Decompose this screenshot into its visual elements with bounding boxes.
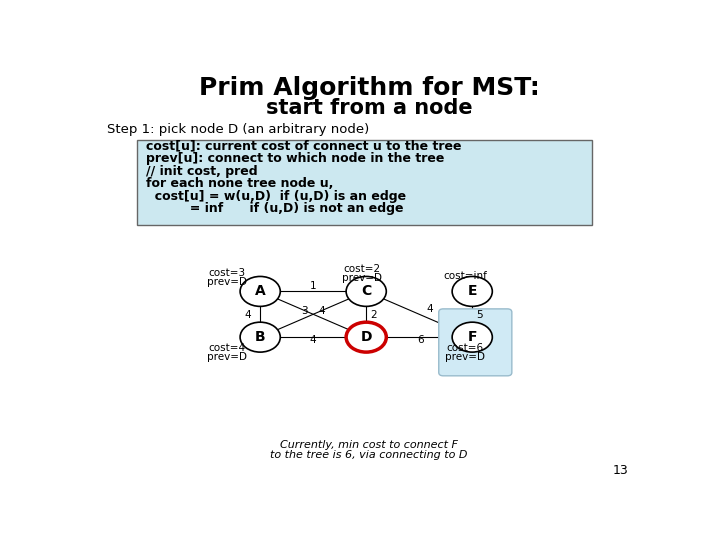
Text: 4: 4	[318, 306, 325, 316]
Text: = inf      if (u,D) is not an edge: = inf if (u,D) is not an edge	[145, 202, 403, 215]
Text: cost=6: cost=6	[446, 343, 484, 353]
Text: start from a node: start from a node	[266, 98, 472, 118]
Ellipse shape	[240, 276, 280, 306]
Text: cost=3: cost=3	[208, 268, 246, 278]
Text: cost=inf: cost=inf	[443, 271, 487, 281]
Text: 4: 4	[244, 310, 251, 320]
Text: 4: 4	[426, 305, 433, 314]
Text: for each none tree node u,: for each none tree node u,	[145, 177, 333, 190]
Text: 1: 1	[310, 281, 317, 291]
Text: E: E	[467, 285, 477, 299]
Text: prev=D: prev=D	[445, 352, 485, 362]
Text: 6: 6	[418, 335, 424, 346]
Text: cost[u]: current cost of connect u to the tree: cost[u]: current cost of connect u to th…	[145, 140, 462, 153]
Text: F: F	[467, 330, 477, 344]
Text: cost[u] = w(u,D)  if (u,D) is an edge: cost[u] = w(u,D) if (u,D) is an edge	[145, 190, 406, 202]
Text: prev=D: prev=D	[207, 352, 247, 362]
Ellipse shape	[452, 322, 492, 352]
Text: Step 1: pick node D (an arbitrary node): Step 1: pick node D (an arbitrary node)	[107, 123, 369, 136]
Text: prev=D: prev=D	[342, 273, 382, 283]
Text: cost=2: cost=2	[343, 264, 381, 274]
Text: to the tree is 6, via connecting to D: to the tree is 6, via connecting to D	[270, 450, 468, 460]
Ellipse shape	[240, 322, 280, 352]
Text: cost=4: cost=4	[208, 343, 246, 353]
Text: // init cost, pred: // init cost, pred	[145, 165, 258, 178]
FancyBboxPatch shape	[438, 309, 512, 376]
Text: C: C	[361, 285, 372, 299]
Text: Prim Algorithm for MST:: Prim Algorithm for MST:	[199, 76, 539, 100]
Text: 4: 4	[310, 335, 317, 346]
Text: prev=D: prev=D	[207, 277, 247, 287]
Text: prev[u]: connect to which node in the tree: prev[u]: connect to which node in the tr…	[145, 152, 444, 165]
Text: 2: 2	[370, 310, 377, 320]
Text: 13: 13	[613, 464, 629, 477]
FancyBboxPatch shape	[138, 140, 592, 225]
Text: B: B	[255, 330, 266, 344]
Text: A: A	[255, 285, 266, 299]
Text: Currently, min cost to connect F: Currently, min cost to connect F	[280, 440, 458, 450]
Ellipse shape	[346, 322, 387, 352]
Text: 5: 5	[476, 310, 483, 320]
Ellipse shape	[346, 276, 387, 306]
Text: 3: 3	[302, 306, 308, 316]
Ellipse shape	[452, 276, 492, 306]
Text: D: D	[361, 330, 372, 344]
